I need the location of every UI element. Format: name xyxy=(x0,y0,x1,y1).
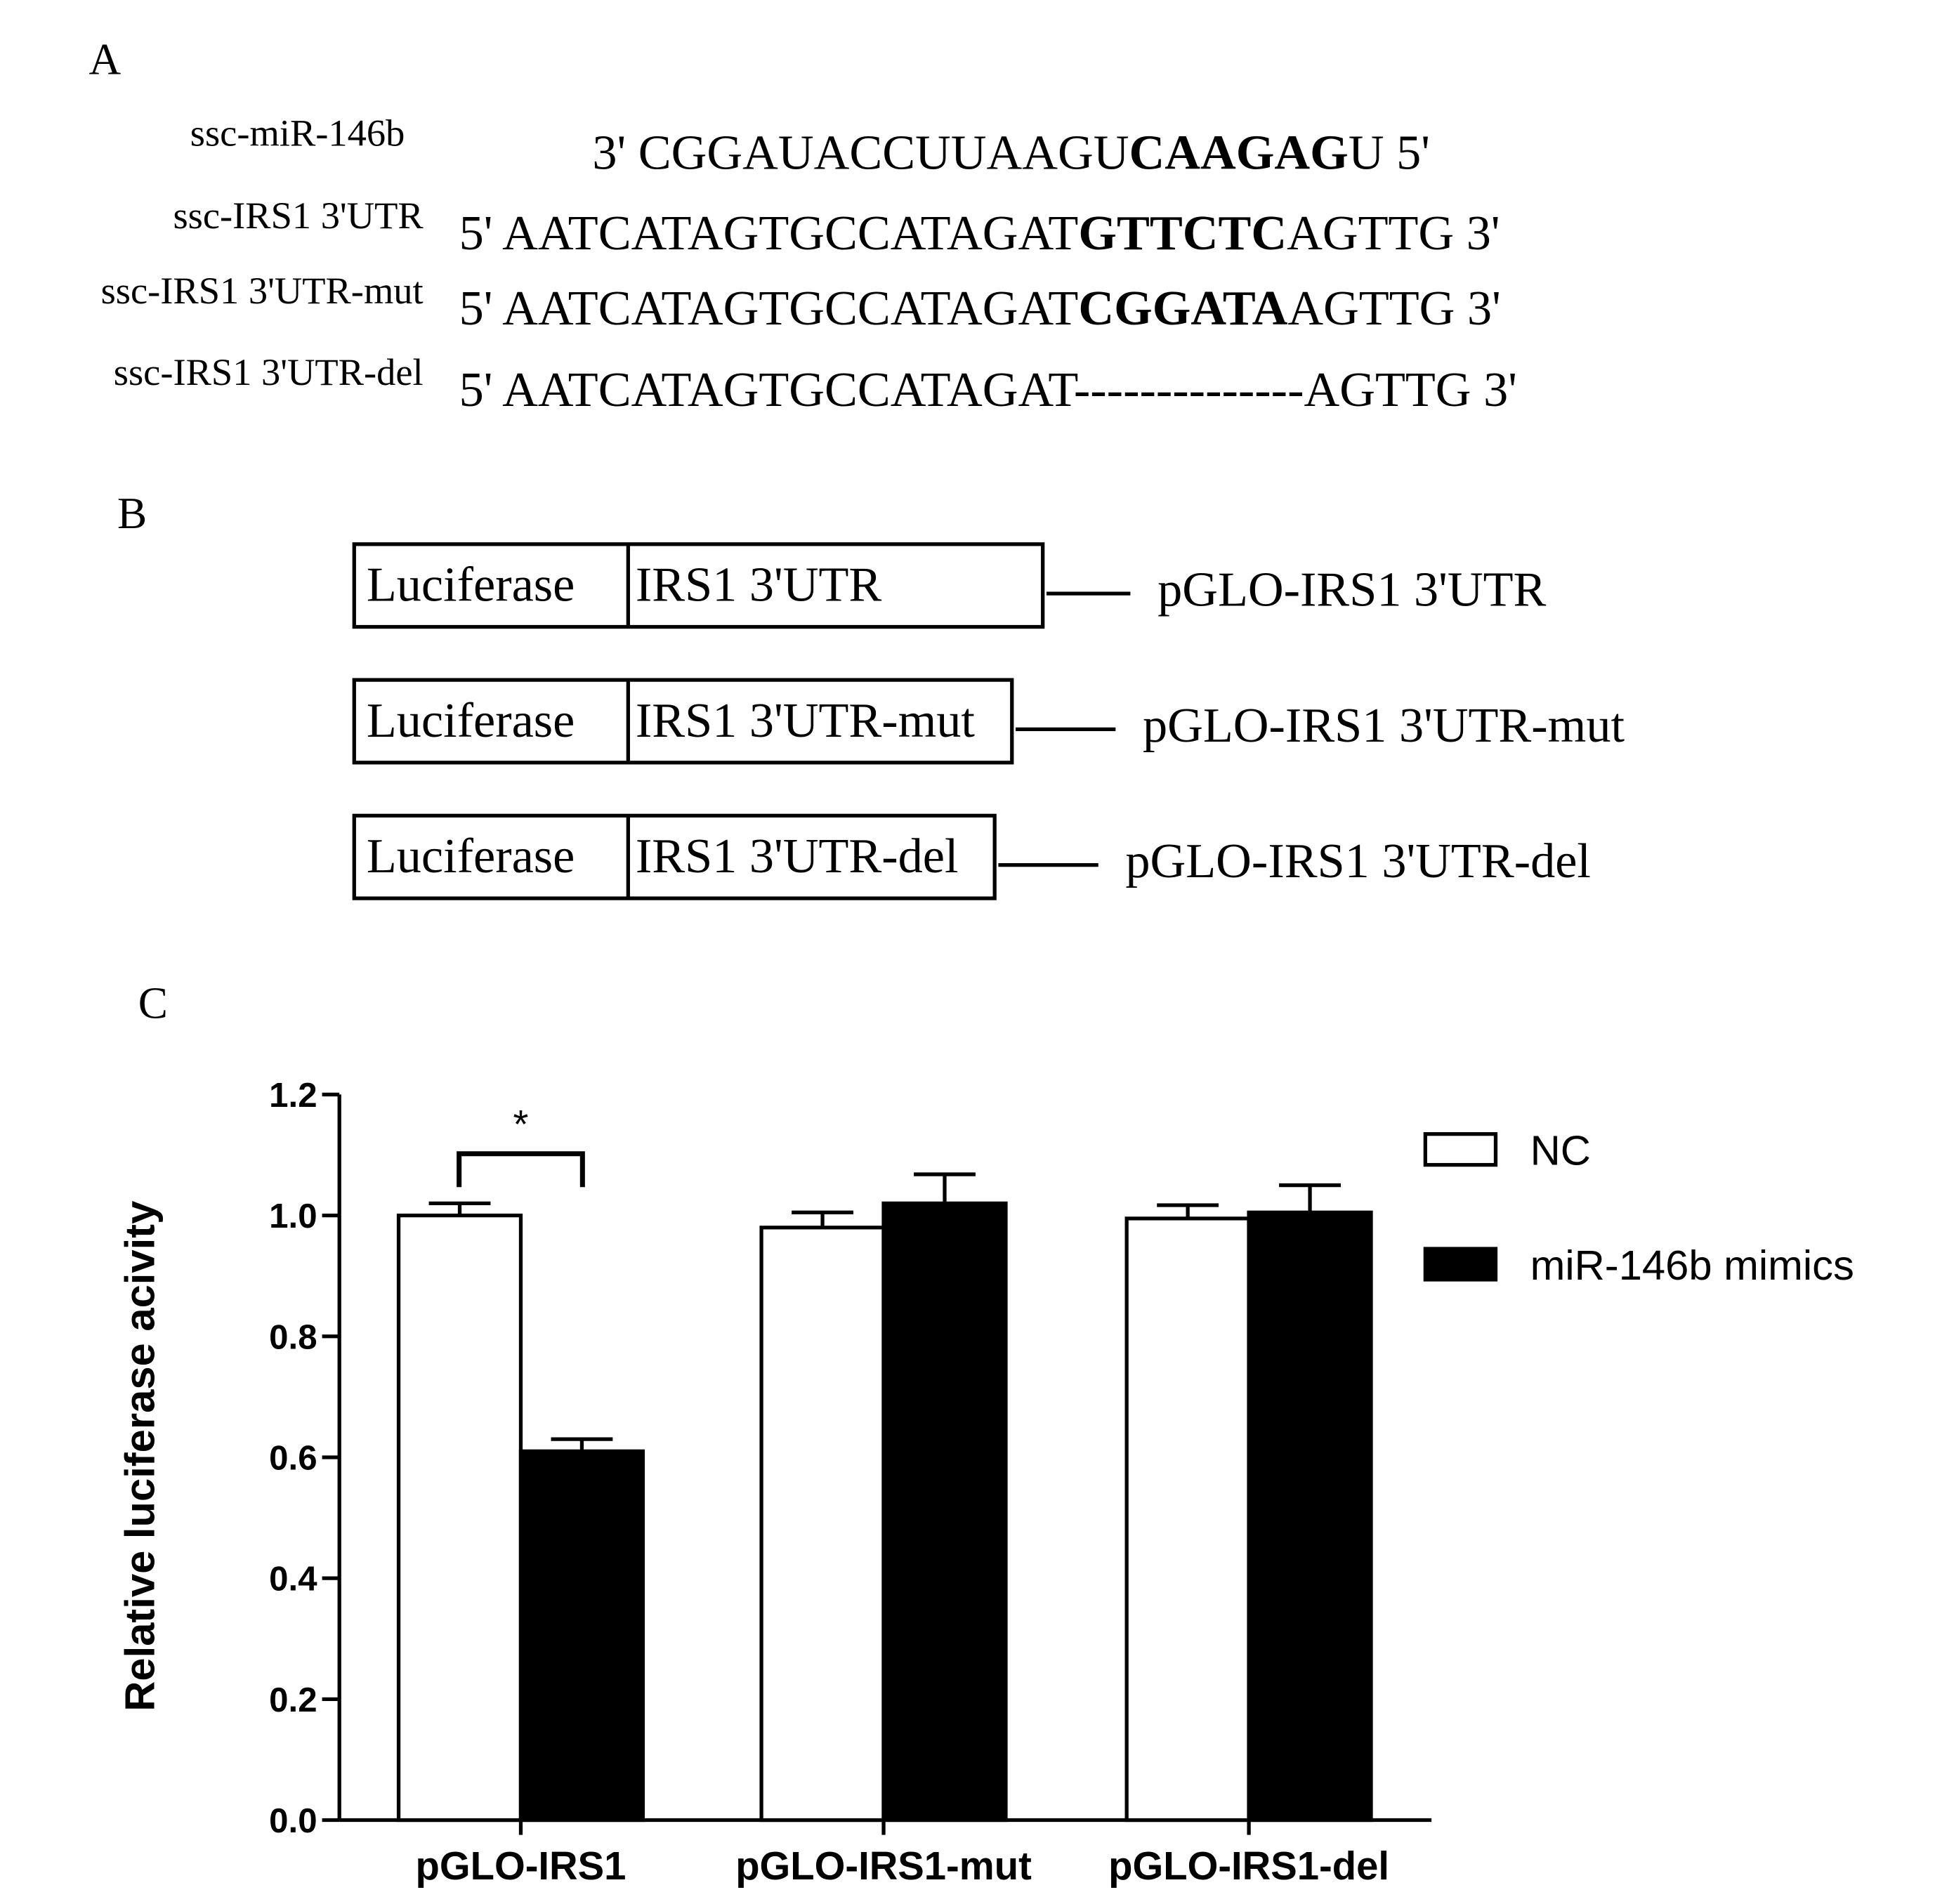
sequence-name: ssc-IRS1 3'UTR-mut xyxy=(101,269,424,312)
bar xyxy=(518,1449,645,1823)
panel-label: C xyxy=(138,978,168,1027)
y-tick-label: 1.2 xyxy=(269,1076,317,1115)
y-tick-label: 0.0 xyxy=(269,1801,317,1840)
seed-match: CGGATA xyxy=(1078,281,1287,336)
bar xyxy=(396,1213,523,1823)
construct-name: pGLO-IRS1 3'UTR xyxy=(1157,563,1546,617)
y-tick-label: 0.8 xyxy=(269,1318,317,1356)
sequence-segment: U 5' xyxy=(1349,126,1430,180)
x-tick-label: pGLO-IRS1-del xyxy=(1108,1844,1389,1888)
sequence-segment: AGTTG 3' xyxy=(1287,281,1500,336)
sequence-segment: 5' AATCATAGTGCCATAGAT xyxy=(459,281,1079,336)
x-tick-label: pGLO-IRS1 xyxy=(416,1844,627,1888)
construct-box xyxy=(352,678,1014,765)
seed-match: CAAGAG xyxy=(1129,126,1349,180)
construct-box xyxy=(352,542,1045,629)
sequence-name: ssc-IRS1 3'UTR xyxy=(173,194,424,237)
x-tick-label: pGLO-IRS1-mut xyxy=(735,1844,1032,1888)
reporter-label: Luciferase xyxy=(367,558,575,612)
significance-bracket xyxy=(457,1151,585,1188)
sequence: 3' CGGAUACCUUAAGUCAAGAGU 5' xyxy=(592,126,1430,180)
y-tick-label: 1.0 xyxy=(269,1197,317,1235)
legend-swatch xyxy=(1423,1132,1498,1167)
sequence: 5' AATCATAGTGCCATAGATGTTCTCAGTTG 3' xyxy=(459,206,1500,261)
insert-label: IRS1 3'UTR-mut xyxy=(636,693,976,748)
insert-label: IRS1 3'UTR-del xyxy=(636,829,959,884)
y-tick-label: 0.4 xyxy=(269,1560,317,1598)
y-tick-label: 0.2 xyxy=(269,1681,317,1719)
bar xyxy=(759,1226,886,1823)
y-tick-label: 0.6 xyxy=(269,1439,317,1478)
sequence-segment: 5' AATCATAGTGCCATAGAT xyxy=(459,206,1079,261)
legend-label: NC xyxy=(1530,1127,1591,1174)
construct-box xyxy=(352,813,997,900)
reporter-label: Luciferase xyxy=(367,829,575,884)
sequence-name: ssc-miR-146b xyxy=(190,111,405,154)
bar xyxy=(1247,1210,1373,1823)
panel-label: B xyxy=(117,489,147,538)
sequence: 5' AATCATAGTGCCATAGATCGGATAAGTTG 3' xyxy=(459,281,1501,336)
bar xyxy=(881,1201,1008,1823)
panel-label: A xyxy=(89,34,122,84)
construct-name: pGLO-IRS1 3'UTR-mut xyxy=(1143,698,1625,753)
significance-label: * xyxy=(513,1102,529,1146)
bar xyxy=(1124,1216,1251,1823)
sequence-name: ssc-IRS1 3'UTR-del xyxy=(114,350,424,393)
legend-label: miR-146b mimics xyxy=(1530,1242,1854,1289)
sequence: 5' AATCATAGTGCCATAGAT--------------AGTTG… xyxy=(459,362,1517,417)
legend-swatch xyxy=(1423,1247,1498,1282)
sequence-segment: 5' AATCATAGTGCCATAGAT--------------AGTTG… xyxy=(459,362,1517,417)
sequence-segment: 3' CGGAUACCUUAAGU xyxy=(592,126,1129,180)
sequence-segment: AGTTG 3' xyxy=(1287,206,1500,261)
seed-match: GTTCTC xyxy=(1078,206,1287,261)
reporter-label: Luciferase xyxy=(367,693,575,748)
construct-name: pGLO-IRS1 3'UTR-del xyxy=(1125,834,1591,888)
y-axis-title: Relative luciferase acivity xyxy=(117,1201,164,1712)
insert-label: IRS1 3'UTR xyxy=(636,558,882,612)
